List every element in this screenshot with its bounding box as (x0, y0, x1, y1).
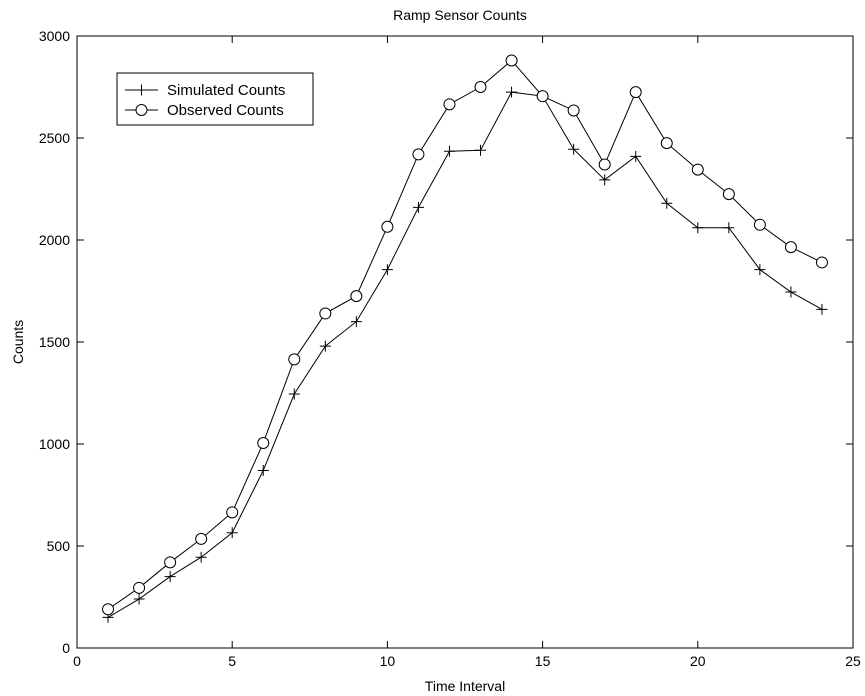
data-point (381, 264, 393, 276)
chart-title: Ramp Sensor Counts (393, 7, 527, 23)
data-point (629, 86, 642, 99)
series-plus (102, 86, 828, 623)
data-point (195, 551, 207, 563)
axis-ticks (76, 35, 854, 649)
series-layer (102, 54, 828, 623)
data-point (598, 158, 611, 171)
data-point (319, 307, 332, 320)
data-point (319, 340, 331, 352)
data-point (195, 532, 208, 545)
data-point (692, 222, 704, 234)
y-tick-label: 2000 (39, 232, 70, 248)
x-tick-label: 25 (845, 653, 861, 669)
data-point (133, 581, 146, 594)
axis-tick-labels: 0 5 10 15 20 25 0 500 1000 1500 2000 2500 3000 (39, 28, 861, 669)
data-point (567, 104, 580, 117)
data-point (226, 506, 239, 519)
x-axis-label: Time Interval (425, 678, 505, 694)
data-point (536, 90, 549, 103)
data-point (257, 436, 270, 449)
data-point (723, 222, 735, 234)
data-point (785, 286, 797, 298)
y-tick-label: 3000 (39, 28, 70, 44)
legend-marker (136, 84, 147, 96)
data-point (350, 290, 363, 303)
y-tick-label: 0 (62, 640, 70, 656)
x-tick-label: 10 (380, 653, 396, 669)
legend-box (116, 72, 314, 126)
y-tick-label: 500 (47, 538, 71, 554)
data-point (599, 174, 611, 186)
data-point (164, 571, 176, 583)
series-line (107, 91, 823, 618)
data-point (630, 150, 642, 162)
series-circle (102, 54, 828, 616)
data-point (474, 81, 487, 93)
x-tick-label: 15 (535, 653, 551, 669)
x-tick-label: 20 (690, 653, 706, 669)
x-tick-label: 0 (73, 653, 81, 669)
data-point (660, 137, 673, 150)
data-point (661, 197, 673, 209)
data-point (815, 256, 828, 269)
data-point (753, 218, 766, 231)
y-axis-label: Counts (10, 320, 26, 364)
data-point (102, 603, 115, 616)
x-tick-label: 5 (228, 653, 236, 669)
data-point (722, 188, 735, 201)
data-point (226, 527, 238, 539)
data-point (443, 98, 456, 111)
data-point (506, 86, 518, 98)
data-point (505, 54, 518, 67)
data-point (816, 303, 828, 315)
data-point (288, 388, 300, 400)
data-point (412, 148, 425, 161)
legend-label: Observed Counts (167, 102, 284, 119)
data-point (288, 353, 301, 366)
legend-label: Simulated Counts (167, 82, 285, 99)
data-point (381, 220, 394, 233)
data-point (475, 144, 487, 156)
data-point (257, 465, 269, 477)
legend: Simulated Counts Observed Counts (116, 72, 314, 126)
y-tick-label: 2500 (39, 130, 70, 146)
data-point (443, 145, 455, 157)
series-line (107, 59, 823, 610)
y-tick-label: 1000 (39, 436, 70, 452)
plot-area-frame (76, 35, 854, 649)
data-point (691, 163, 704, 176)
data-point (412, 201, 424, 213)
data-point (350, 316, 362, 328)
data-point (784, 241, 797, 254)
data-point (133, 593, 145, 605)
data-point (754, 264, 766, 276)
y-tick-label: 1500 (39, 334, 70, 350)
data-point (164, 556, 177, 569)
data-point (568, 143, 580, 155)
legend-marker (135, 104, 148, 116)
